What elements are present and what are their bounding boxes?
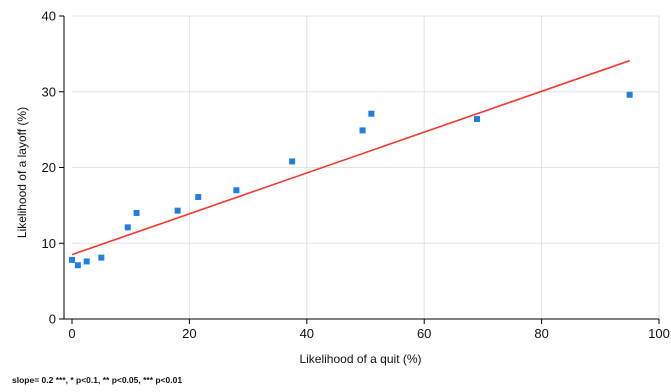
data-point-5 — [133, 209, 140, 216]
x-axis-title: Likelihood of a quit (%) — [299, 352, 421, 366]
grid — [72, 15, 660, 319]
axes — [59, 15, 660, 324]
x-tick-label-4: 80 — [534, 326, 548, 341]
data-point-3 — [98, 254, 105, 261]
x-tick-label-0: 0 — [68, 326, 75, 341]
x-tick-label-1: 20 — [182, 326, 196, 341]
y-axis-title: Likelihood of a layoff (%) — [15, 107, 29, 238]
fit-line — [71, 59, 630, 256]
x-tick-label-3: 60 — [417, 326, 431, 341]
data-point-11 — [368, 110, 375, 117]
data-point-9 — [289, 158, 296, 165]
data-point-10 — [359, 127, 366, 134]
slope-footnote: slope= 0.2 ***, * p<0.1, ** p<0.05, *** … — [12, 375, 182, 385]
data-point-4 — [124, 224, 131, 231]
fit-line-layer — [71, 59, 630, 256]
data-point-12 — [474, 116, 481, 123]
y-tick-label-3: 30 — [42, 84, 56, 99]
y-tick-label-4: 40 — [42, 9, 56, 24]
y-tick-label-0: 0 — [49, 312, 56, 327]
data-point-6 — [174, 207, 181, 214]
tick-labels: 0 20 40 60 80 100 0 10 20 30 40 — [42, 9, 670, 342]
data-point-7 — [195, 194, 202, 201]
data-point-0 — [69, 256, 75, 263]
y-tick-label-2: 20 — [42, 160, 56, 175]
x-tick-label-5: 100 — [648, 326, 670, 341]
y-tick-label-1: 10 — [42, 236, 56, 251]
x-tick-label-2: 40 — [300, 326, 314, 341]
data-point-13 — [626, 91, 633, 98]
data-point-1 — [74, 262, 81, 269]
scatter-points — [69, 91, 633, 269]
data-point-8 — [233, 187, 240, 194]
data-point-2 — [83, 258, 90, 265]
